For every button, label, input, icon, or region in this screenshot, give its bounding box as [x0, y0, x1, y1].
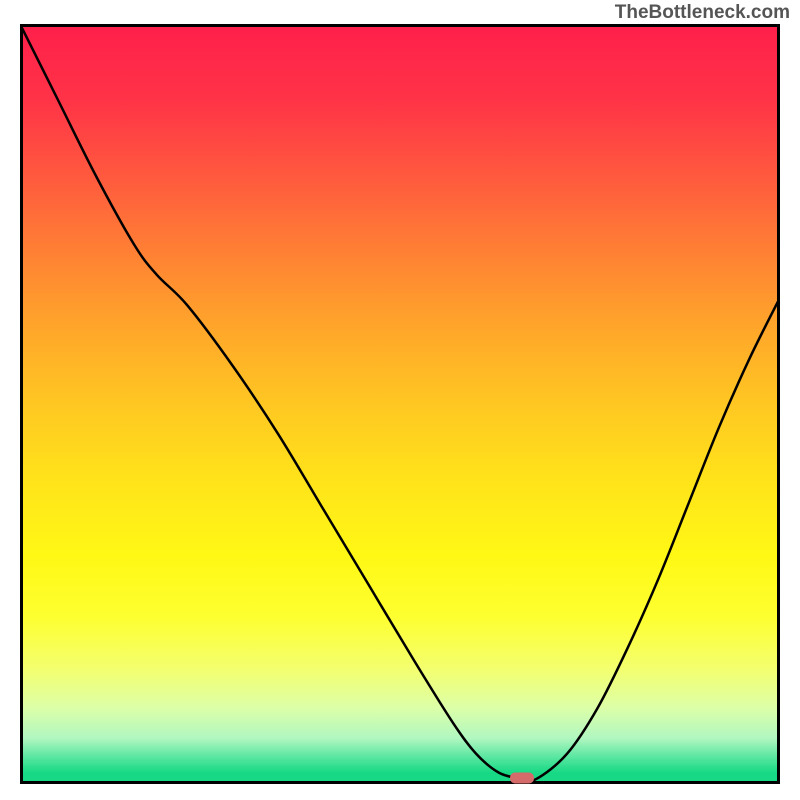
- background-gradient: [20, 24, 780, 784]
- watermark-text: TheBottleneck.com: [615, 2, 790, 24]
- chart-plot-area: [20, 24, 780, 784]
- minimum-marker: [510, 772, 534, 783]
